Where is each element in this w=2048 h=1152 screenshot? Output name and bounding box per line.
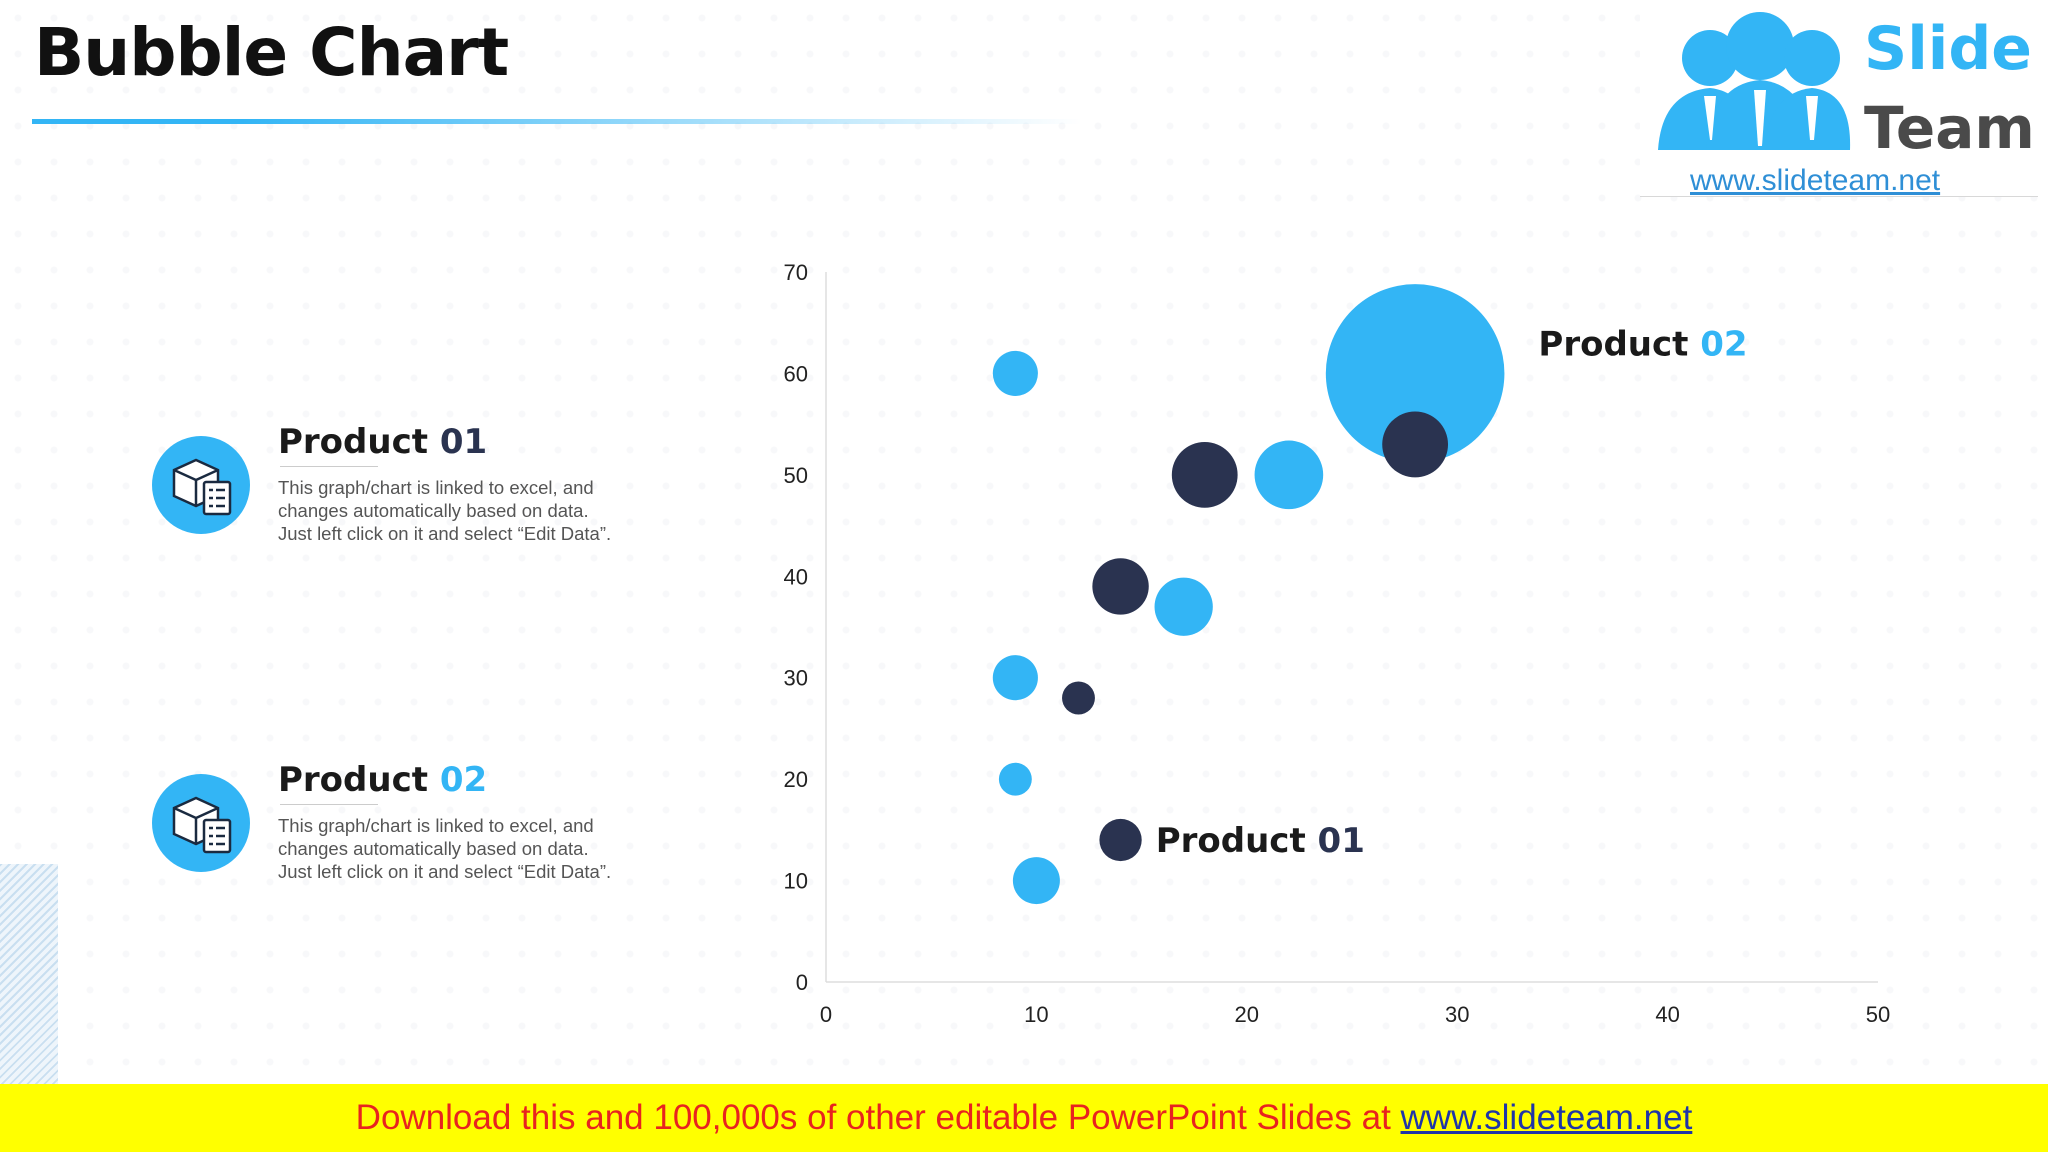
slideteam-logo[interactable]: Slide Team www.slideteam.net: [1640, 0, 2038, 197]
product-02-name: Product: [278, 760, 428, 800]
y-tick-label: 60: [784, 361, 808, 386]
product-02-rule: [280, 804, 378, 805]
x-tick-label: 0: [820, 1002, 832, 1027]
bubble-product-02: [1325, 284, 1505, 463]
banner-text: Download this and 100,000s of other edit…: [355, 1098, 1401, 1137]
logo-url-link[interactable]: www.slideteam.net: [1690, 164, 1941, 197]
bubble-product-02: [1154, 577, 1213, 636]
y-tick-label: 40: [784, 564, 808, 589]
people-logo-icon: [1658, 12, 1851, 150]
bubble-product-01: [1171, 441, 1238, 508]
decorative-stripe: [0, 864, 58, 1084]
product-01-desc-line: This graph/chart is linked to excel, and: [278, 477, 594, 498]
bubble-product-02: [992, 655, 1038, 701]
bubble-product-02: [992, 350, 1038, 396]
x-tick-label: 20: [1235, 1002, 1259, 1027]
x-tick-label: 40: [1655, 1002, 1679, 1027]
product-02-desc-line: This graph/chart is linked to excel, and: [278, 815, 594, 836]
bubble-product-01: [1092, 558, 1149, 615]
bubble-product-01: [1062, 681, 1095, 715]
annotation-product-01: Product 01: [1156, 821, 1365, 861]
bubble-product-01: [1099, 818, 1142, 862]
title-underline: [32, 119, 1082, 124]
product-01-rule: [280, 466, 378, 467]
product-02-number: 02: [439, 760, 488, 800]
annotation-product-02: Product 02: [1538, 324, 1747, 364]
y-tick-label: 0: [796, 970, 808, 995]
x-tick-label: 30: [1445, 1002, 1469, 1027]
product-01-name: Product: [278, 422, 428, 462]
product-01-number: 01: [439, 422, 488, 462]
product-01-desc-line: Just left click on it and select “Edit D…: [278, 523, 612, 544]
product-01-box-icon: [152, 436, 250, 534]
bubble-chart: 0 10 20 30 40 50 60 70 0 10 20 30 40 50 Product 01 Prod…: [784, 260, 1891, 1027]
y-tick-label: 30: [784, 666, 808, 691]
product-02-heading: Product 02: [278, 760, 487, 800]
x-tick-label: 50: [1866, 1002, 1890, 1027]
product-02-description: This graph/chart is linked to excel, and…: [278, 814, 658, 883]
product-02-desc-line: Just left click on it and select “Edit D…: [278, 861, 612, 882]
product-01-heading: Product 01: [278, 422, 487, 462]
page-title: Bubble Chart: [34, 14, 509, 91]
product-02-desc-line: changes automatically based on data.: [278, 838, 589, 859]
product-01-desc-line: changes automatically based on data.: [278, 500, 589, 521]
bubble-product-02: [998, 762, 1032, 796]
x-tick-label: 10: [1024, 1002, 1048, 1027]
y-tick-label: 20: [784, 767, 808, 792]
logo-word-slide: Slide: [1864, 14, 2032, 84]
bubble-product-01: [1382, 411, 1449, 478]
y-tick-label: 50: [784, 463, 808, 488]
product-01-description: This graph/chart is linked to excel, and…: [278, 476, 658, 545]
bubble-product-02: [1254, 440, 1324, 510]
y-tick-label: 70: [784, 260, 808, 285]
bubble-product-02: [1012, 857, 1060, 905]
y-tick-label: 10: [784, 869, 808, 894]
product-02-box-icon: [152, 774, 250, 872]
logo-word-team: Team: [1864, 94, 2035, 162]
banner-link[interactable]: www.slideteam.net: [1400, 1098, 1693, 1137]
download-banner: Download this and 100,000s of other edit…: [0, 1084, 2048, 1152]
